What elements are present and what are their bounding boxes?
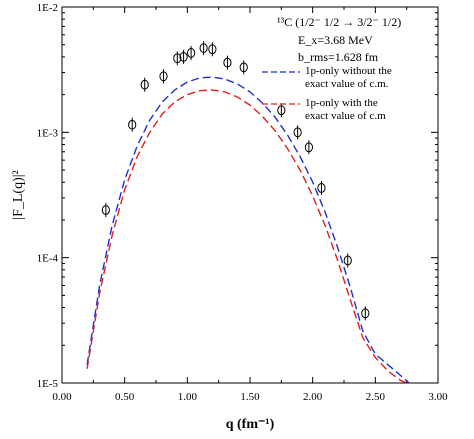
data-point (159, 69, 168, 84)
data-point (199, 41, 208, 56)
data-point (277, 103, 286, 118)
x-axis: 0.00 0.50 1.00 1.50 2.00 2.50 3.00 (52, 7, 448, 403)
data-point (128, 117, 137, 132)
y-axis-label: |F_L(q)|² (11, 170, 26, 219)
data-point (317, 180, 326, 195)
marker-layer (101, 41, 370, 321)
y-tick-label: 1E-5 (37, 378, 59, 390)
data-point (101, 203, 110, 218)
x-axis-label: q (fm⁻¹) (226, 417, 275, 432)
x-tick-label: 2.50 (366, 391, 386, 403)
annotation-reaction: ¹³C (1/2⁻ 1/2 → 3/2⁻ 1/2) (277, 15, 401, 29)
y-tick-label: 1E-4 (37, 253, 59, 265)
x-tick-label: 0.00 (52, 391, 72, 403)
legend-entry-2: exact value of c.m (305, 110, 386, 122)
data-point (186, 45, 196, 60)
y-tick-label: 1E-3 (37, 127, 59, 139)
y-tick-label: 1E-2 (37, 2, 58, 14)
data-point (179, 49, 188, 64)
x-tick-label: 0.50 (115, 391, 135, 403)
data-point (208, 42, 217, 57)
data-point (361, 306, 370, 321)
data-point (304, 140, 314, 155)
annotation-brms: b_rms=1.628 fm (298, 50, 379, 64)
plot-frame (61, 6, 439, 384)
legend-entry-2: 1p-only with the (305, 97, 378, 109)
data-point (239, 60, 248, 75)
y-axis: 1E-5 1E-4 1E-3 1E-2 (37, 2, 438, 390)
legend-entry-1: exact value of c.m. (305, 78, 389, 90)
data-point (140, 77, 149, 92)
x-tick-label: 1.00 (178, 391, 198, 403)
data-point (343, 253, 352, 268)
data-point (293, 125, 302, 140)
data-point (173, 51, 182, 66)
legend-entry-1: 1p-only without the (305, 65, 392, 77)
x-tick-label: 1.50 (240, 391, 260, 403)
data-point (223, 55, 232, 70)
series-line-2 (86, 89, 407, 384)
x-tick-label: 3.00 (428, 391, 448, 403)
x-tick-label: 2.00 (303, 391, 323, 403)
annotation-ex: E_x=3.68 MeV (298, 33, 373, 47)
series-line-1 (86, 76, 410, 384)
series-layer (86, 76, 410, 384)
